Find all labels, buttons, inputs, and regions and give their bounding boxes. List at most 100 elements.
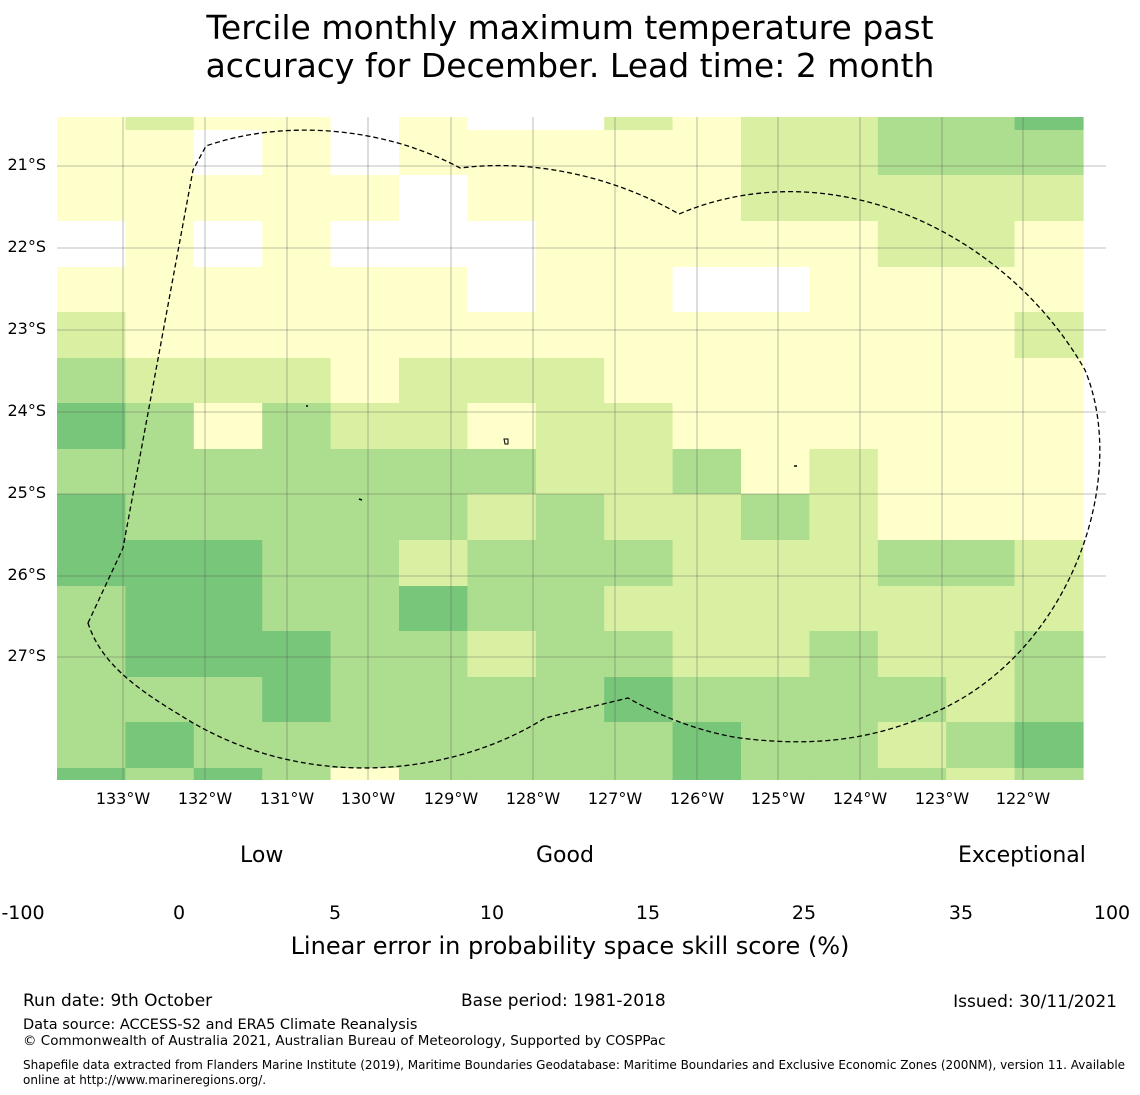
grid-cell xyxy=(672,403,742,450)
grid-cell xyxy=(672,494,742,541)
colorbar-axis-label: Linear error in probability space skill … xyxy=(290,932,850,960)
grid-cell xyxy=(809,768,879,780)
lat-label: 25°S xyxy=(7,483,46,502)
grid-cell xyxy=(1014,540,1084,587)
grid-cell xyxy=(946,449,1016,495)
grid-cell xyxy=(262,403,332,450)
shapefile-credit-line-2: online at http://www.marineregions.org/. xyxy=(23,1073,267,1087)
grid-cell xyxy=(604,449,674,495)
lon-label: 130°W xyxy=(340,789,396,808)
grid-cell xyxy=(672,358,742,404)
grid-cell xyxy=(467,586,537,632)
grid-cell xyxy=(193,449,263,495)
grid-cell xyxy=(741,175,810,222)
grid-cell xyxy=(741,267,810,313)
grid-cell xyxy=(467,494,537,541)
grid-cell xyxy=(467,768,537,780)
shapefile-credit-line-1: Shapefile data extracted from Flanders M… xyxy=(23,1058,1126,1072)
grid-cell xyxy=(57,494,126,541)
grid-cell xyxy=(535,130,605,176)
grid-cell xyxy=(399,130,468,176)
grid-cell xyxy=(262,494,332,541)
grid-cell xyxy=(330,540,400,587)
grid-cell xyxy=(330,586,400,632)
colorbar-category-low: Low xyxy=(240,843,284,868)
grid-cell xyxy=(399,175,468,222)
lon-label: 127°W xyxy=(587,789,643,808)
lon-label: 122°W xyxy=(995,789,1051,808)
grid-cell xyxy=(467,631,537,678)
graticule xyxy=(57,117,1106,780)
grid-cell xyxy=(809,631,879,678)
grid-cell xyxy=(946,540,1016,587)
grid-cell xyxy=(57,358,126,404)
grid-cell xyxy=(399,677,468,723)
lon-label: 129°W xyxy=(423,789,479,808)
chart-title-line-2: accuracy for December. Lead time: 2 mont… xyxy=(205,46,935,85)
grid-cell xyxy=(809,449,879,495)
grid-cell xyxy=(535,722,605,769)
grid-cell xyxy=(809,175,879,222)
grid-cell xyxy=(809,221,879,268)
grid-cell xyxy=(672,677,742,723)
grid-cell xyxy=(125,117,195,131)
grid-cell xyxy=(809,312,879,359)
grid-cell xyxy=(672,722,742,769)
grid-cell xyxy=(467,540,537,587)
grid-cell xyxy=(1014,631,1084,678)
grid-cell xyxy=(535,221,605,268)
grid-cell xyxy=(467,358,537,404)
grid-cell xyxy=(946,403,1016,450)
copyright: © Commonwealth of Australia 2021, Austra… xyxy=(23,1033,666,1049)
grid-cell xyxy=(946,494,1016,541)
colorbar-category-good: Good xyxy=(536,843,594,868)
grid-cell xyxy=(57,267,126,313)
grid-cell xyxy=(809,677,879,723)
grid-cell xyxy=(467,722,537,769)
grid-cell xyxy=(672,130,742,176)
grid-cell xyxy=(877,175,947,222)
grid-cell xyxy=(467,117,537,131)
grid-cell xyxy=(125,358,195,404)
grid-cell xyxy=(877,677,947,723)
grid-cell xyxy=(467,221,537,268)
grid-cell xyxy=(741,494,810,541)
grid-cells xyxy=(57,117,1084,780)
grid-cell xyxy=(125,221,195,268)
data-source: Data source: ACCESS-S2 and ERA5 Climate … xyxy=(23,1017,418,1033)
grid-cell xyxy=(946,221,1016,268)
grid-cell xyxy=(262,117,332,131)
grid-cell xyxy=(809,586,879,632)
grid-cell xyxy=(1014,403,1084,450)
grid-cell xyxy=(330,130,400,176)
grid-cell xyxy=(946,631,1016,678)
colorbar-tick: 25 xyxy=(791,902,817,924)
grid-cell xyxy=(262,768,332,780)
grid-cell xyxy=(193,494,263,541)
grid-cell xyxy=(535,677,605,723)
grid-cell xyxy=(262,449,332,495)
grid-cell xyxy=(57,117,126,131)
grid-cell xyxy=(877,494,947,541)
colorbar-tick: 5 xyxy=(328,902,342,924)
grid-cell xyxy=(399,631,468,678)
lat-label: 24°S xyxy=(7,401,46,420)
lat-label: 27°S xyxy=(7,646,46,665)
lon-label: 125°W xyxy=(750,789,806,808)
grid-cell xyxy=(399,221,468,268)
grid-cell xyxy=(946,358,1016,404)
grid-cell xyxy=(672,221,742,268)
grid-cell xyxy=(877,586,947,632)
grid-cell xyxy=(193,175,263,222)
grid-cell xyxy=(741,722,810,769)
grid-cell xyxy=(604,403,674,450)
grid-cell xyxy=(125,267,195,313)
grid-cell xyxy=(1014,312,1084,359)
grid-cell xyxy=(330,449,400,495)
grid-cell xyxy=(809,722,879,769)
grid-cell xyxy=(399,312,468,359)
grid-cell xyxy=(741,631,810,678)
chart-title-line-1: Tercile monthly maximum temperature past xyxy=(206,8,934,47)
issued-date: Issued: 30/11/2021 xyxy=(953,992,1117,1012)
grid-cell xyxy=(125,403,195,450)
